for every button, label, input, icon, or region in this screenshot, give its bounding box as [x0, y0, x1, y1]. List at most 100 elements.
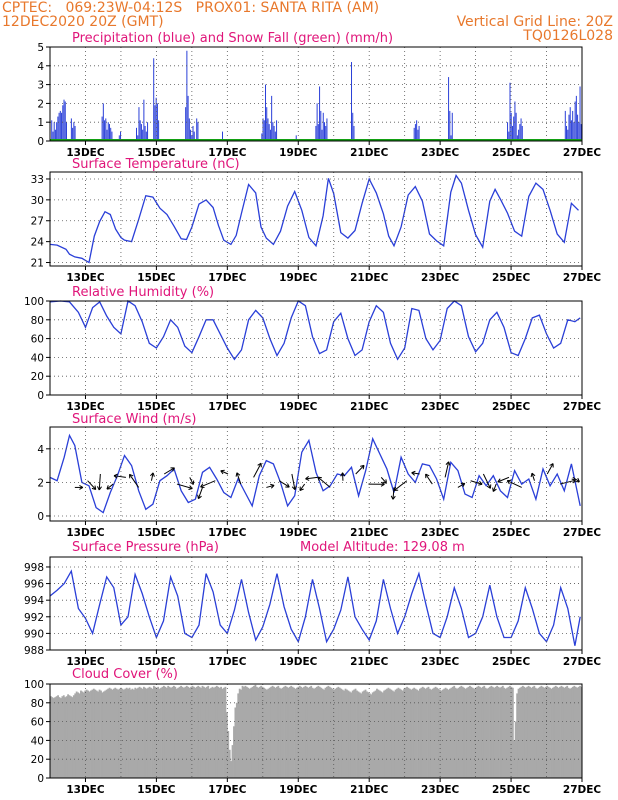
wind-arrow-head [478, 480, 483, 486]
precip-bar [267, 118, 269, 141]
cloud-bar [65, 696, 68, 778]
wind-arrow [392, 487, 395, 500]
x-tick-label: 25DEC [492, 784, 531, 796]
y-tick-label: 990 [24, 628, 44, 640]
cloud-bar [117, 689, 120, 778]
wind-arrow [197, 487, 203, 499]
wind-arrow-head [91, 485, 97, 490]
wind-arrow-head [113, 473, 118, 479]
precip-bar [154, 105, 156, 141]
cloud-bar [87, 690, 90, 778]
cloud-bar [264, 688, 267, 778]
cloud-bar [180, 685, 182, 778]
cloud-bar [234, 707, 237, 778]
cloud-bar [127, 688, 130, 778]
cloud-bar [526, 686, 529, 778]
precip-bar [191, 135, 193, 141]
cloud-bar [110, 688, 112, 778]
cloud-bar [544, 686, 547, 778]
cloud-bar [267, 688, 270, 778]
x-tick-label: 27DEC [563, 656, 602, 668]
cloud-bar [430, 689, 433, 778]
cloud-bar [326, 686, 328, 778]
cloud-bar [367, 692, 370, 778]
x-tick-label: 13DEC [66, 527, 105, 539]
cloud-bar [543, 687, 546, 778]
cloud-bar [172, 685, 175, 778]
y-tick-label: 992 [24, 612, 44, 624]
cloud-bar [317, 685, 320, 778]
precip-bar [58, 112, 60, 141]
cloud-bar [72, 695, 75, 778]
wind-arrow [425, 473, 433, 485]
wind-arrow-head [549, 463, 554, 468]
cloud-bar [271, 685, 274, 778]
cloud-bar [354, 688, 357, 778]
cloud-bar [527, 685, 530, 778]
y-tick-label: 60 [31, 334, 44, 346]
wind-arrow [291, 473, 296, 490]
wind-arrow-head [220, 469, 225, 475]
cloud-bar [298, 685, 301, 778]
wind-arrow-head [270, 483, 275, 489]
cloud-bar [194, 687, 197, 778]
x-tick-label: 17DEC [208, 272, 247, 284]
cloud-bar [224, 686, 227, 778]
cloud-bar [450, 687, 453, 778]
precip-bar [321, 129, 323, 141]
cloud-bar [460, 685, 463, 778]
precip-bar [316, 103, 318, 141]
precip-bar [353, 125, 355, 141]
cloud-bar [144, 687, 147, 778]
cloud-bar [438, 689, 441, 778]
wind-arrow [163, 467, 175, 475]
cloud-bar [504, 688, 507, 778]
wind-arrow [129, 474, 140, 488]
cloud-bar [287, 687, 290, 778]
cloud-bar [293, 687, 295, 778]
precip-bar [317, 124, 319, 141]
cloud-bar [523, 686, 526, 778]
y-tick-label: 100 [24, 679, 44, 691]
cloud-bar [520, 686, 523, 778]
precip-bar [61, 112, 63, 141]
panel-2: Relative Humidity (%) 0 20 40 60 80 100 13DEC 15… [24, 285, 601, 413]
cloud-bar [347, 690, 350, 778]
precip-bar [268, 124, 270, 141]
cloud-bar [157, 686, 160, 778]
precip-bar [572, 110, 574, 141]
cloud-bar [350, 692, 353, 778]
cloud-bar [396, 688, 398, 778]
panel-3: Surface Wind (m/s) 0 2 4 13DEC 15DEC 17DEC 19DE… [37, 412, 601, 539]
cloud-bar [233, 726, 235, 778]
y-tick-label: 40 [31, 735, 44, 747]
x-tick-label: 17DEC [208, 527, 247, 539]
precip-bar [262, 118, 264, 141]
x-tick-label: 15DEC [137, 527, 176, 539]
x-tick-label: 15DEC [137, 784, 176, 796]
cloud-bar [418, 688, 421, 778]
cloud-bar [94, 689, 97, 778]
wind-arrow-head [197, 494, 202, 500]
cloud-bar [489, 686, 491, 778]
wind-arrow [305, 476, 318, 480]
precip-bar [418, 125, 420, 141]
cloud-bar [410, 689, 413, 778]
cloud-bar [524, 687, 527, 778]
cloud-bar [50, 696, 52, 778]
cloud-bar [288, 686, 291, 778]
wind-arrow-head [460, 482, 466, 488]
wind-arrow [470, 480, 483, 485]
cloud-bar [351, 690, 354, 778]
wind-arrow-head [299, 486, 304, 492]
wind-arrow-head [411, 470, 416, 476]
precip-bar [136, 127, 138, 141]
precip-bar [70, 118, 72, 141]
cloud-bar [130, 689, 132, 778]
cloud-bar [341, 689, 344, 778]
y-tick-label: 994 [24, 595, 44, 607]
cloud-bar [540, 685, 543, 778]
x-tick-label: 19DEC [279, 784, 318, 796]
cloud-bar [463, 687, 466, 778]
cloud-bar [401, 690, 404, 778]
